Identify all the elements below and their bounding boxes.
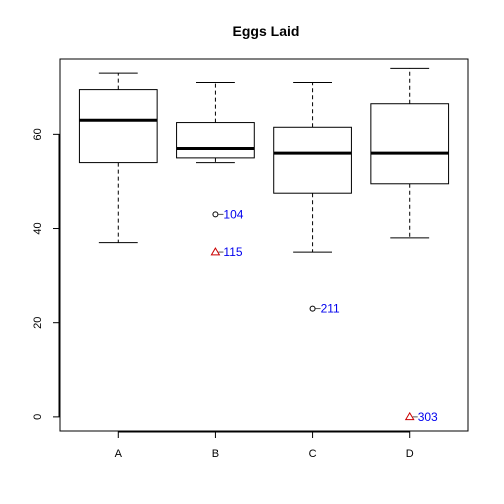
outlier-104: 104 xyxy=(212,207,244,221)
iqr-box xyxy=(273,126,352,194)
x-tick-label: C xyxy=(309,448,317,460)
iqr-box xyxy=(370,103,450,185)
x-tick-label: D xyxy=(406,448,414,460)
outlier-marker xyxy=(404,411,415,421)
outlier-211: 211 xyxy=(309,302,340,316)
outlier-marker xyxy=(212,211,219,218)
outlier-115: 115 xyxy=(210,245,243,259)
outlier-label: 115 xyxy=(223,245,242,259)
y-tick-label: 40 xyxy=(32,222,44,234)
outlier-label: 303 xyxy=(418,410,438,424)
chart-title: Eggs Laid xyxy=(233,23,300,39)
outlier-label: 211 xyxy=(321,302,340,316)
outlier-label: 104 xyxy=(223,207,243,221)
box-c xyxy=(273,82,352,253)
box-a xyxy=(78,72,158,244)
iqr-box xyxy=(176,122,255,159)
outlier-303: 303 xyxy=(404,410,438,424)
outlier-marker xyxy=(210,247,221,256)
y-tick-label: 60 xyxy=(32,128,44,140)
y-tick-label: 0 xyxy=(32,414,44,420)
iqr-box xyxy=(78,89,158,164)
x-tick-label: A xyxy=(115,448,123,460)
y-tick-label: 20 xyxy=(32,317,44,329)
plot-frame xyxy=(59,58,469,432)
outlier-marker xyxy=(309,305,316,312)
box-d xyxy=(370,67,450,239)
x-tick-label: B xyxy=(212,448,219,460)
box-b xyxy=(176,82,255,164)
